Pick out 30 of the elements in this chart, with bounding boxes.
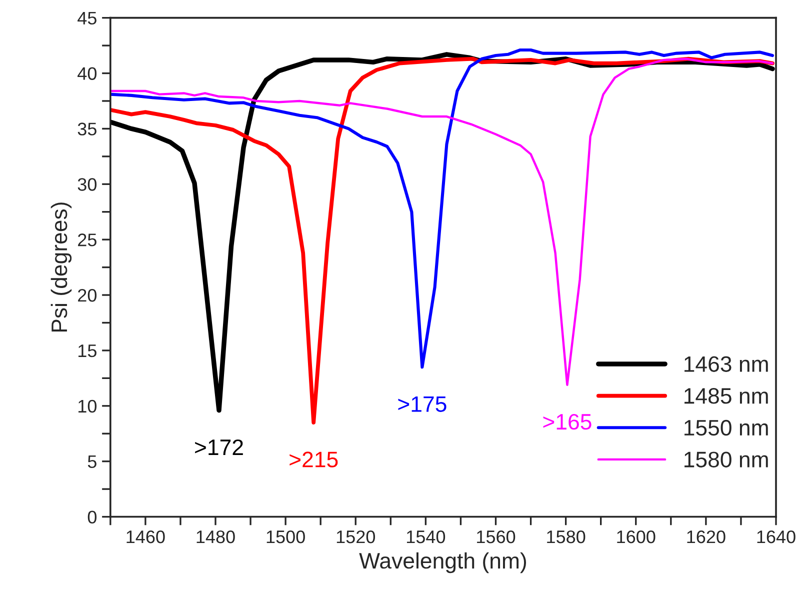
y-tick-label: 10 — [78, 400, 96, 413]
y-tick-label: 25 — [78, 234, 96, 246]
y-tick-label: 15 — [78, 344, 96, 358]
x-tick-label: 1520 — [336, 530, 375, 544]
x-axis-title: Wavelength (nm) — [359, 552, 526, 574]
legend-label: 1463 nm — [684, 356, 768, 372]
y-tick-label: 5 — [88, 455, 96, 468]
y-tick-label: 0 — [88, 510, 96, 524]
annotation: >215 — [290, 452, 338, 468]
y-tick-label: 30 — [78, 178, 96, 191]
legend-label: 1580 nm — [684, 452, 768, 468]
annotation: >175 — [398, 396, 446, 412]
y-tick-label: 45 — [78, 12, 96, 25]
x-tick-label: 1560 — [477, 530, 516, 544]
x-tick-label: 1640 — [757, 530, 796, 544]
x-tick-label: 1500 — [266, 530, 305, 544]
x-tick-label: 1580 — [547, 530, 586, 544]
x-tick-label: 1540 — [406, 530, 446, 544]
legend-label: 1550 nm — [684, 420, 768, 436]
x-tick-label: 1600 — [617, 530, 656, 544]
x-tick-label: 1480 — [196, 530, 235, 544]
annotation: >172 — [195, 439, 243, 455]
annotation: >165 — [543, 414, 592, 430]
y-tick-label: 20 — [78, 288, 96, 302]
y-tick-label: 35 — [78, 122, 96, 136]
y-axis-title: Psi (degrees) — [50, 202, 72, 332]
x-tick-label: 1620 — [687, 530, 726, 544]
legend-label: 1485 nm — [684, 388, 768, 404]
x-tick-label: 1460 — [126, 530, 165, 544]
y-tick-label: 40 — [78, 67, 96, 80]
